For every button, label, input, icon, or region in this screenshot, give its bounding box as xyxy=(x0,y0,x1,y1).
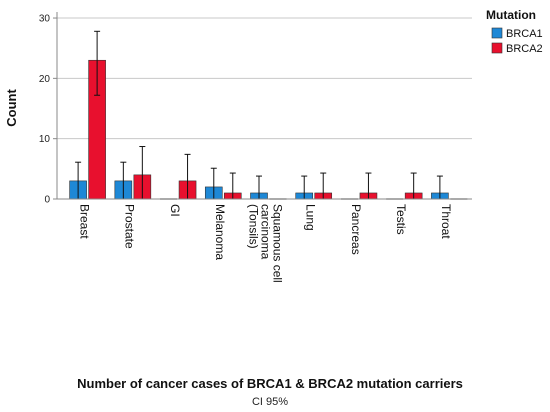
bars xyxy=(69,59,468,200)
y-axis-title: Count xyxy=(4,89,19,127)
legend-title: Mutation xyxy=(486,8,536,22)
x-tick-label-line: Squamous cell xyxy=(270,204,284,283)
x-tick-label-line: Pancreas xyxy=(349,204,363,255)
x-tick-label: Testis xyxy=(394,204,408,235)
x-tick-label: Prostate xyxy=(123,204,137,249)
x-tick-label-line: (Tonsils) xyxy=(246,204,260,249)
x-tick-label-line: Lung xyxy=(304,204,318,231)
x-tick-label: Pancreas xyxy=(349,204,363,255)
x-tick-label-line: Prostate xyxy=(123,204,137,249)
x-tick-label-line: Testis xyxy=(394,204,408,235)
chart-caption: CI 95% xyxy=(252,396,288,408)
y-tick-label: 0 xyxy=(44,195,50,206)
error-bars xyxy=(75,30,443,199)
x-tick-label: GI xyxy=(168,204,182,217)
x-tick-label: Breast xyxy=(77,204,91,239)
y-axis-ticks: 0 10 20 30 xyxy=(39,14,57,206)
x-tick-label-line: carcinoma xyxy=(258,204,272,260)
legend: Mutation BRCA1 BRCA2 xyxy=(486,8,543,55)
x-tick-label: Throat xyxy=(439,204,453,239)
legend-label-brca1: BRCA1 xyxy=(506,28,543,40)
y-tick-label: 30 xyxy=(39,14,51,25)
x-tick-label-line: Melanoma xyxy=(213,204,227,260)
x-tick-label: Lung xyxy=(304,204,318,231)
x-axis-ticks: Breast Prostate GI Melanoma Squamous cellcar… xyxy=(77,204,453,283)
x-tick-label-line: Throat xyxy=(439,204,453,239)
gridlines xyxy=(57,17,472,140)
legend-swatch-brca2 xyxy=(491,42,503,54)
x-tick-label: Melanoma xyxy=(213,204,227,260)
y-tick-label: 20 xyxy=(39,74,51,85)
legend-swatch-brca1 xyxy=(491,27,503,39)
x-tick-label-line: Breast xyxy=(77,204,91,239)
y-tick-label: 10 xyxy=(39,134,51,145)
x-axis-title: Number of cancer cases of BRCA1 & BRCA2 … xyxy=(77,376,463,391)
legend-label-brca2: BRCA2 xyxy=(506,43,543,55)
x-tick-label-line: GI xyxy=(168,204,182,217)
